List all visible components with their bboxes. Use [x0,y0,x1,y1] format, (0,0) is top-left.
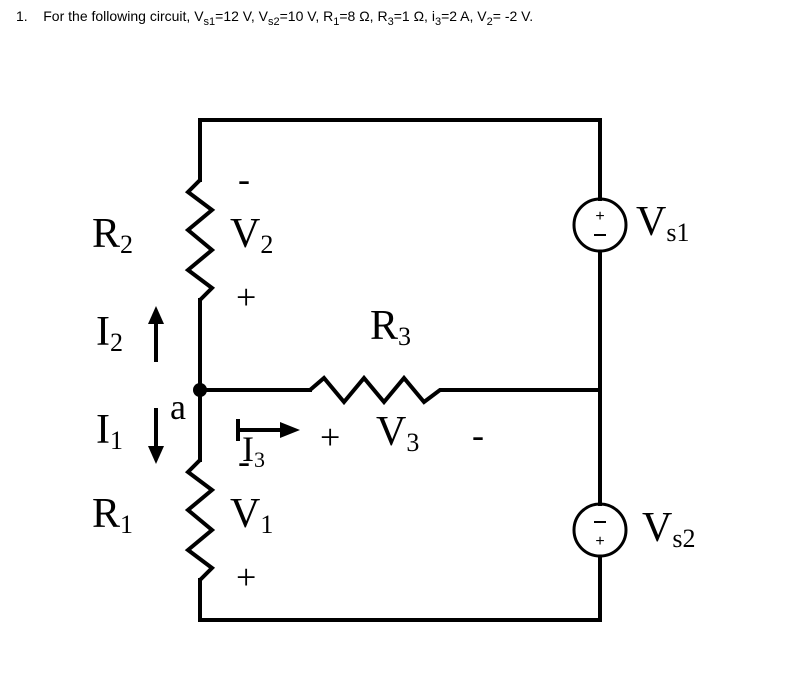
v2-minus: - [238,158,250,200]
label-v2: V2 [230,210,273,260]
label-vs1: Vs1 [636,198,689,248]
node-a-dot [193,383,207,397]
source-vs1 [574,199,626,251]
resistor-r1 [188,460,212,580]
v1-minus: - [238,440,250,482]
label-i2: I2 [96,308,123,358]
vs2-plus-icon: + [595,533,604,550]
label-v3: V3 [376,408,419,458]
problem-prefix: For the following circuit, [43,8,194,24]
vs1-plus-icon: + [595,208,604,225]
label-i1: I1 [96,406,123,456]
label-node-a: a [170,386,186,428]
arrow-i3-head [280,422,300,438]
v3-plus: + [320,416,340,458]
problem-number: 1. [16,8,28,24]
resistor-r3 [310,378,450,402]
label-vs2: Vs2 [642,504,695,554]
resistor-r2 [188,180,212,300]
label-r3: R3 [370,302,411,352]
label-v1: V1 [230,490,273,540]
label-r1: R1 [92,490,133,540]
arrow-i2-head [148,306,164,324]
v3-minus: - [472,414,484,456]
v2-plus: + [236,276,256,318]
label-r2: R2 [92,210,133,260]
v1-plus: + [236,556,256,598]
circuit-diagram: + + R2 V2 - + I2 I1 a I3 R3 + V3 - R1 V1… [80,90,720,650]
problem-statement: 1. For the following circuit, Vs1=12 V, … [16,8,533,28]
arrow-i1-head [148,446,164,464]
